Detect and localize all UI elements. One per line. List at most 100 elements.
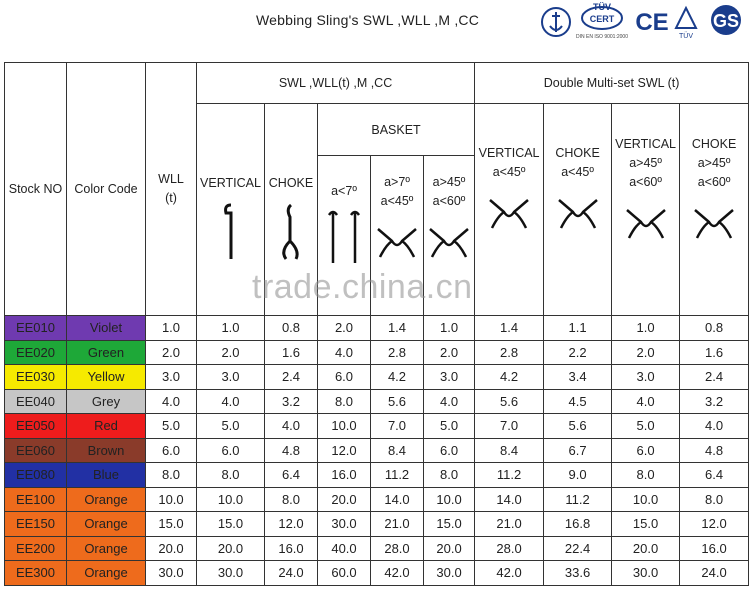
value-cell: 11.2 (370, 462, 424, 488)
header-line: a<60º (629, 175, 662, 189)
value-cell: 1.4 (474, 315, 545, 341)
value-cell: 2.0 (196, 339, 265, 365)
sling-drawing (557, 199, 598, 229)
value-cell: 20.0 (317, 486, 371, 512)
value-cell: 4.8 (679, 437, 750, 463)
header-stack: a>45º a<60º (425, 173, 474, 259)
header-cell: Color Code (66, 62, 146, 316)
value-cell: 14.0 (474, 486, 545, 512)
value-cell: 22.4 (543, 535, 613, 561)
header-cell: CHOKE a>45º a<60º (679, 103, 750, 316)
table-row: EE020 Green 2.0 2.0 1.6 4.0 2.8 2.0 2.8 2.2 2.0 1.6 (4, 339, 750, 365)
header-line: VERTICAL (615, 137, 677, 151)
table-row: EE030 Yellow 3.0 3.0 2.4 6.0 4.2 3.0 4.2 3.4 3.0 2.… (4, 364, 750, 390)
value-cell: 2.4 (264, 364, 318, 390)
value-cell: 8.0 (145, 462, 197, 488)
value-cell: 30.0 (196, 560, 265, 586)
color-cell: EE300 (4, 560, 67, 586)
value-cell: 30.0 (145, 560, 197, 586)
value-cell: 15.0 (145, 511, 197, 537)
value-cell: 2.8 (474, 339, 545, 365)
value-cell: 12.0 (317, 437, 371, 463)
value-cell: 2.0 (145, 339, 197, 365)
header-line: a<60º (697, 175, 731, 189)
value-cell: 8.0 (679, 486, 750, 512)
value-cell: 3.4 (543, 364, 613, 390)
value-cell: 21.0 (474, 511, 545, 537)
value-cell: 1.0 (422, 315, 476, 341)
table-row: EE100 Orange 10.0 10.0 8.0 20.0 14.0 10.0 14.0 11… (4, 486, 750, 512)
value-cell: 4.5 (543, 388, 613, 414)
value-cell: 3.2 (264, 388, 318, 414)
value-cell: 24.0 (264, 560, 318, 586)
value-cell: 30.0 (611, 560, 681, 586)
header-stack: VERTICAL a>45º a<60º (613, 135, 679, 240)
color-cell: Brown (66, 437, 146, 463)
header-line: CHOKE (691, 137, 737, 151)
header-cell: VERTICAL a>45º a<60º (611, 103, 681, 316)
value-cell: 4.0 (422, 388, 476, 414)
value-cell: 1.6 (679, 339, 750, 365)
table-row: EE040 Grey 4.0 4.0 3.2 8.0 5.6 4.0 5.6 4.5 4.0 3.2 (4, 388, 750, 414)
header-stack: a<7º (319, 182, 370, 265)
value-cell: 2.0 (422, 339, 476, 365)
sling-table: Stock NO Color Code WLL (t) SWL ,WLL(t) ,… (4, 62, 750, 586)
header-cell: CHOKE a<45º (543, 103, 613, 316)
value-cell: 8.0 (196, 462, 265, 488)
value-cell: 6.4 (679, 462, 750, 488)
sling-drawing (377, 228, 417, 258)
header-line: CHOKE (268, 176, 314, 190)
color-cell: Violet (66, 315, 146, 341)
header-cell: a<7º (317, 155, 371, 316)
sling-drawing (327, 210, 361, 263)
header-line: (t) (165, 191, 177, 205)
value-cell: 1.1 (543, 315, 613, 341)
logo-text: TÜV (679, 32, 693, 40)
sling-drawing (489, 199, 529, 229)
value-cell: 6.0 (145, 437, 197, 463)
header-line: a<45º (492, 165, 526, 179)
color-cell: Orange (66, 535, 146, 561)
value-cell: 4.2 (474, 364, 545, 390)
value-cell: 3.0 (145, 364, 197, 390)
value-cell: 4.0 (264, 413, 318, 439)
cert-logos: TÜV CERT DIN EN ISO 9001:2000 CE TÜV GS (541, 2, 741, 40)
header-line: CHOKE (555, 146, 600, 160)
sling-drawing (282, 203, 299, 260)
table-row: EE060 Brown 6.0 6.0 4.8 12.0 8.4 6.0 8.4 6.7 6.0 4.… (4, 437, 750, 463)
value-cell: 6.0 (317, 364, 371, 390)
value-cell: 1.0 (196, 315, 265, 341)
color-cell: EE010 (4, 315, 67, 341)
value-cell: 12.0 (679, 511, 750, 537)
table-row: EE150 Orange 15.0 15.0 12.0 30.0 21.0 15.0 21.0 1… (4, 511, 750, 537)
value-cell: 3.2 (679, 388, 750, 414)
header-line: VERTICAL (478, 146, 540, 160)
logo-text: CERT (590, 14, 615, 24)
value-cell: 4.0 (679, 413, 750, 439)
value-cell: 3.0 (422, 364, 476, 390)
value-cell: 4.8 (264, 437, 318, 463)
header-cell: VERTICAL a<45º (474, 103, 545, 316)
value-cell: 15.0 (422, 511, 476, 537)
value-cell: 42.0 (474, 560, 545, 586)
value-cell: 5.6 (474, 388, 545, 414)
header-cell: WLL (t) (145, 62, 197, 316)
value-cell: 12.0 (264, 511, 318, 537)
header-stack: VERTICAL a<45º (476, 144, 543, 230)
value-cell: 2.2 (543, 339, 613, 365)
value-cell: 8.0 (422, 462, 476, 488)
value-cell: 40.0 (317, 535, 371, 561)
value-cell: 4.0 (611, 388, 681, 414)
color-cell: Orange (66, 560, 146, 586)
value-cell: 5.0 (422, 413, 476, 439)
value-cell: 10.0 (422, 486, 476, 512)
value-cell: 1.0 (611, 315, 681, 341)
value-cell: 5.0 (196, 413, 265, 439)
color-cell: EE030 (4, 364, 67, 390)
value-cell: 11.2 (474, 462, 545, 488)
header-stack: a>7º a<45º (372, 173, 423, 259)
value-cell: 5.0 (145, 413, 197, 439)
value-cell: 8.4 (474, 437, 545, 463)
header-stack: CHOKE a>45º a<60º (681, 135, 748, 240)
